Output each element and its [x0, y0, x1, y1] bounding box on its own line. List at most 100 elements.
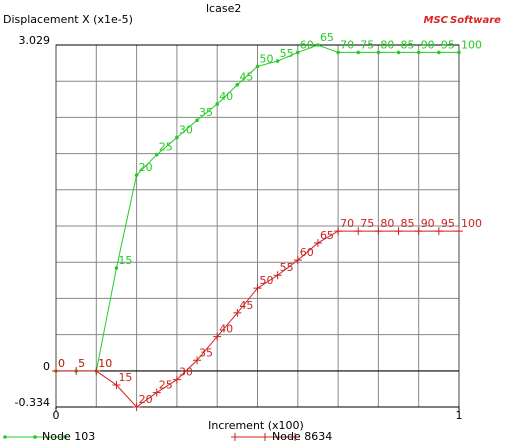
point	[213, 332, 222, 341]
legend-marker	[63, 435, 67, 439]
point	[154, 152, 159, 157]
point	[313, 238, 322, 247]
point	[437, 50, 441, 55]
point-label: 25	[159, 141, 173, 154]
point-label: 100	[461, 38, 482, 51]
logo-text: Software	[450, 15, 501, 26]
y-axis-label: Displacement X (x1e-5)	[3, 13, 133, 26]
point	[374, 227, 383, 236]
point	[273, 271, 282, 280]
legend-marker	[231, 433, 239, 441]
point	[92, 367, 101, 376]
chart-title: lcase2	[206, 2, 241, 15]
point-label: 70	[340, 38, 354, 51]
point-label: 50	[260, 274, 274, 287]
point-label: 65	[320, 31, 334, 44]
point-label: 80	[380, 38, 394, 51]
point	[336, 50, 340, 55]
point	[152, 388, 161, 397]
point-label: 65	[320, 229, 334, 242]
point-label: 20	[139, 393, 153, 406]
point	[457, 50, 461, 55]
point	[296, 50, 300, 55]
point-label: 60	[300, 38, 314, 51]
point-label: 15	[118, 254, 132, 267]
x-axis-label: Increment (x100)	[208, 419, 304, 432]
point-label: 35	[199, 106, 213, 119]
point	[175, 135, 179, 140]
point	[293, 256, 302, 265]
point	[52, 367, 60, 376]
point-label: 10	[98, 357, 112, 370]
legend-label: Node 103	[42, 430, 95, 443]
point	[235, 82, 240, 87]
point	[193, 356, 202, 365]
legend-marker	[3, 435, 7, 439]
point	[354, 227, 363, 236]
point	[394, 227, 403, 236]
point-label: 0	[58, 357, 65, 370]
point-label: 40	[219, 323, 233, 336]
point-label: 55	[280, 261, 294, 274]
legend-marker	[261, 433, 269, 441]
y-tick-label: -0.334	[15, 396, 50, 409]
point-label: 40	[219, 90, 233, 103]
legend-marker	[291, 433, 299, 441]
point-label: 85	[401, 38, 415, 51]
point-label: 70	[340, 217, 354, 230]
point	[253, 284, 262, 293]
point	[195, 118, 199, 123]
point-label: 0	[58, 357, 65, 370]
point-label: 95	[441, 217, 455, 230]
point	[416, 50, 421, 55]
point	[356, 50, 361, 55]
point-label: 20	[139, 161, 153, 174]
legend-marker	[33, 435, 37, 439]
point	[414, 227, 423, 236]
point	[255, 64, 260, 69]
point-label: 100	[461, 217, 482, 230]
point	[114, 266, 119, 270]
point-label: 75	[360, 38, 374, 51]
logo-mark: MSC	[424, 15, 449, 26]
point-label: 15	[118, 371, 132, 384]
point	[215, 102, 219, 106]
point-label: 95	[441, 38, 455, 51]
point	[72, 367, 81, 376]
point-label: 45	[239, 71, 253, 84]
y-tick-label: 3.029	[19, 34, 51, 47]
point	[134, 173, 139, 177]
point-label: 30	[179, 123, 193, 136]
point	[334, 227, 343, 236]
point-label: 5	[78, 357, 85, 370]
point	[455, 227, 463, 236]
point-label: 30	[179, 366, 193, 379]
point-label: 80	[380, 217, 394, 230]
point-label: 75	[360, 217, 374, 230]
point-label: 60	[300, 246, 314, 259]
x-tick-label: 1	[456, 409, 463, 422]
point	[132, 403, 141, 411]
point-label: 10	[98, 357, 112, 370]
y-tick-label: 0	[43, 360, 50, 373]
point	[434, 227, 443, 236]
point	[275, 59, 280, 63]
point-label: 90	[421, 217, 435, 230]
point-label: 85	[401, 217, 415, 230]
point-label: 5	[78, 357, 85, 370]
point	[172, 375, 181, 384]
point-label: 25	[159, 379, 173, 392]
point-label: 55	[280, 47, 294, 60]
point	[112, 381, 121, 390]
point-label: 35	[199, 346, 213, 359]
x-tick-label: 0	[53, 409, 60, 422]
point	[396, 50, 401, 55]
point	[233, 308, 242, 317]
point-label: 50	[260, 52, 274, 65]
point-label: 90	[421, 38, 435, 51]
legend-label: Node 8634	[272, 430, 332, 443]
point	[376, 50, 381, 55]
